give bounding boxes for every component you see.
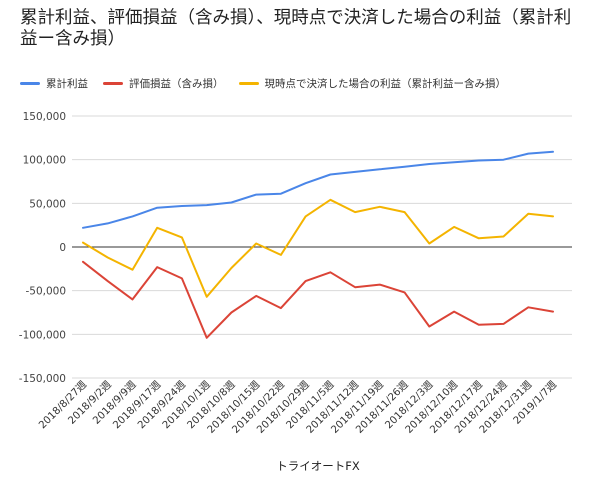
y-tick-label: 0 bbox=[59, 242, 66, 254]
series-line-2 bbox=[82, 198, 554, 298]
series-line-0 bbox=[82, 150, 554, 229]
y-tick-label: -50,000 bbox=[25, 286, 66, 298]
legend-swatch-cumulative-profit bbox=[20, 81, 40, 85]
legend-swatch-unrealized-pl bbox=[103, 81, 123, 85]
y-tick-label: -150,000 bbox=[19, 373, 66, 385]
y-tick-label: 50,000 bbox=[29, 198, 66, 210]
series-lines bbox=[82, 150, 554, 339]
legend-item-settled-profit: 現時点で決済した場合の利益（累計利益ー含み損） bbox=[238, 76, 507, 91]
legend: 累計利益 評価損益（含み損） 現時点で決済した場合の利益（累計利益ー含み損） bbox=[20, 76, 521, 90]
legend-label-unrealized-pl: 評価損益（含み損） bbox=[129, 77, 224, 90]
y-axis-tick-labels: 150,000 100,000 50,000 0 -50,000 -100,000 -150… bbox=[19, 111, 66, 385]
legend-label-settled-profit: 現時点で決済した場合の利益（累計利益ー含み損） bbox=[264, 77, 507, 90]
y-tick-label: -100,000 bbox=[19, 329, 66, 341]
x-axis-tick-labels: 2018/8/27週2018/9/2週2018/9/9週2018/9/17週20… bbox=[36, 379, 559, 436]
series-line-1 bbox=[82, 260, 554, 339]
legend-item-cumulative-profit: 累計利益 bbox=[20, 76, 88, 91]
legend-item-unrealized-pl: 評価損益（含み損） bbox=[103, 76, 224, 91]
y-tick-label: 150,000 bbox=[23, 111, 66, 123]
legend-swatch-settled-profit bbox=[238, 81, 259, 85]
y-tick-label: 100,000 bbox=[23, 155, 66, 167]
chart-title: 累計利益、評価損益（含み損）、現時点で決済した場合の利益（累計利益ー含み損） bbox=[20, 8, 572, 49]
legend-label-cumulative-profit: 累計利益 bbox=[46, 77, 88, 90]
x-axis-label: トライオートFX bbox=[276, 459, 360, 473]
